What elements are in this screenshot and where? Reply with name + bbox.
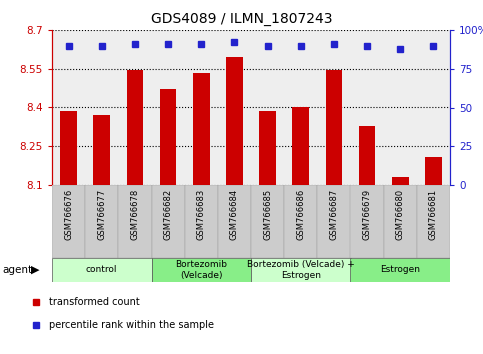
- Bar: [251, 258, 351, 282]
- Text: control: control: [86, 266, 117, 274]
- Text: agent: agent: [2, 265, 32, 275]
- Text: Bortezomib (Velcade) +
Estrogen: Bortezomib (Velcade) + Estrogen: [247, 260, 355, 280]
- Text: transformed count: transformed count: [49, 297, 140, 307]
- Bar: [259, 112, 276, 185]
- Bar: [351, 185, 384, 258]
- Bar: [351, 258, 450, 282]
- Bar: [384, 185, 417, 258]
- Bar: [226, 57, 243, 185]
- Text: GSM766680: GSM766680: [396, 189, 405, 240]
- Text: Estrogen: Estrogen: [380, 266, 420, 274]
- Bar: [152, 185, 185, 258]
- Bar: [293, 108, 309, 185]
- Text: GDS4089 / ILMN_1807243: GDS4089 / ILMN_1807243: [151, 12, 332, 27]
- Text: GSM766677: GSM766677: [97, 189, 106, 240]
- Text: GSM766687: GSM766687: [329, 189, 339, 240]
- Bar: [118, 185, 152, 258]
- Text: GSM766676: GSM766676: [64, 189, 73, 240]
- Text: GSM766685: GSM766685: [263, 189, 272, 240]
- Text: GSM766684: GSM766684: [230, 189, 239, 240]
- Bar: [185, 185, 218, 258]
- Text: GSM766679: GSM766679: [363, 189, 371, 240]
- Bar: [52, 258, 152, 282]
- Text: Bortezomib
(Velcade): Bortezomib (Velcade): [175, 260, 227, 280]
- Bar: [60, 112, 77, 185]
- Bar: [127, 70, 143, 185]
- Text: GSM766678: GSM766678: [130, 189, 140, 240]
- Bar: [326, 70, 342, 185]
- Bar: [425, 156, 442, 185]
- Bar: [160, 90, 176, 185]
- Bar: [251, 185, 284, 258]
- Bar: [152, 258, 251, 282]
- Text: GSM766686: GSM766686: [296, 189, 305, 240]
- Bar: [417, 185, 450, 258]
- Bar: [85, 185, 118, 258]
- Text: ▶: ▶: [31, 265, 40, 275]
- Bar: [52, 185, 85, 258]
- Bar: [284, 185, 317, 258]
- Text: GSM766681: GSM766681: [429, 189, 438, 240]
- Bar: [392, 177, 409, 185]
- Bar: [317, 185, 351, 258]
- Bar: [359, 126, 375, 185]
- Bar: [218, 185, 251, 258]
- Text: GSM766683: GSM766683: [197, 189, 206, 240]
- Text: percentile rank within the sample: percentile rank within the sample: [49, 320, 213, 330]
- Text: GSM766682: GSM766682: [164, 189, 172, 240]
- Bar: [193, 73, 210, 185]
- Bar: [93, 115, 110, 185]
